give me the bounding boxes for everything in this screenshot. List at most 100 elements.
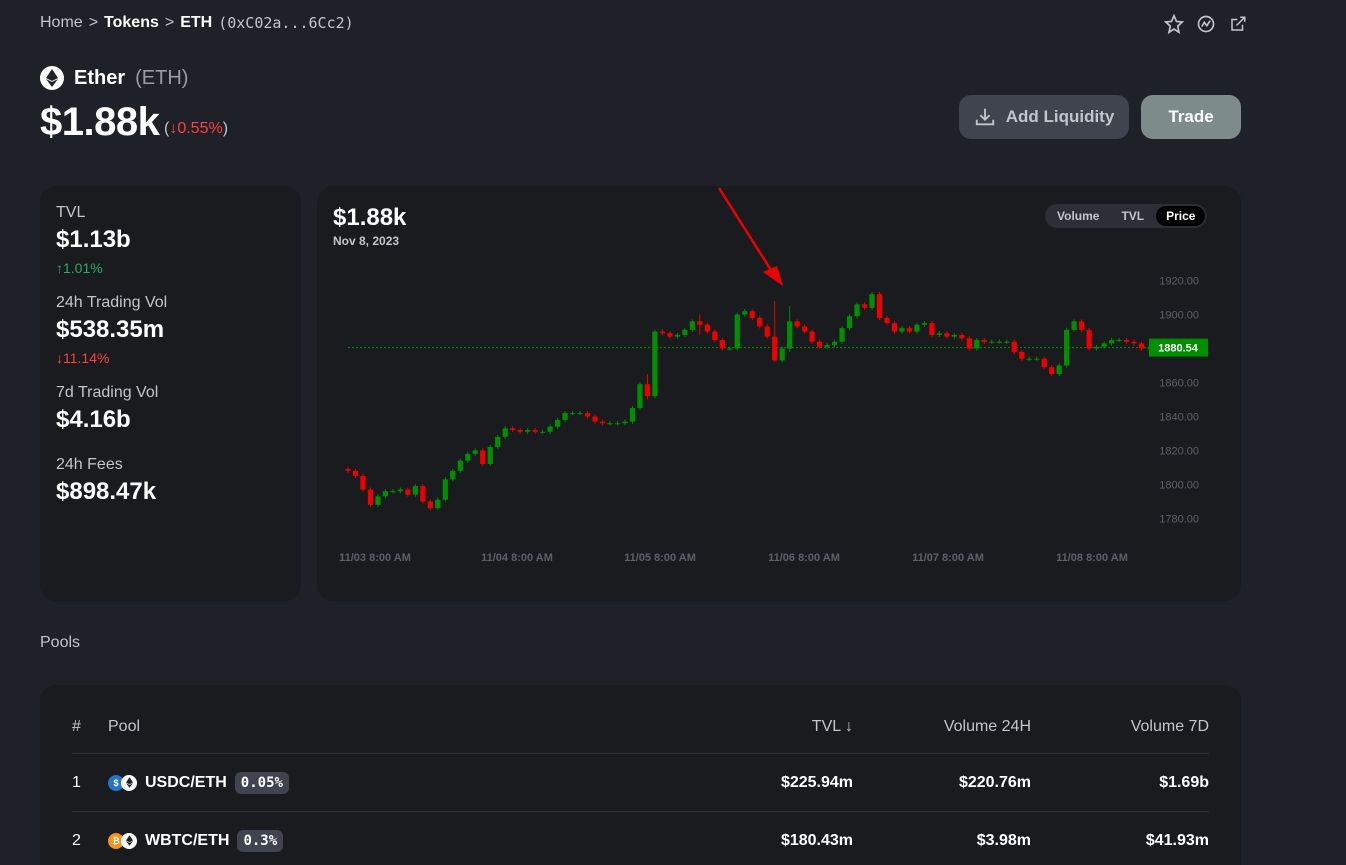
col-num: # — [72, 718, 81, 735]
candle-body — [375, 496, 381, 505]
candle-body — [427, 501, 433, 509]
paren-close: ) — [222, 120, 229, 137]
col-tvl-sort[interactable]: TVL ↓ — [811, 718, 853, 735]
annotation-arrow-shaft — [717, 187, 778, 279]
candle-body — [674, 334, 681, 337]
external-link-icon[interactable] — [1228, 14, 1248, 34]
table-row[interactable]: 1 $ USDC/ETH 0.05% $225.94m $220.76m $1.… — [72, 753, 1209, 811]
row-num: 1 — [72, 773, 81, 791]
breadcrumb-separator: > — [88, 14, 99, 31]
candle-body — [779, 348, 785, 361]
candle-body — [1011, 341, 1017, 352]
candle-body — [891, 323, 898, 332]
candle-body — [502, 428, 508, 437]
trade-button[interactable]: Trade — [1141, 95, 1241, 139]
table-row[interactable]: 2 ₿ WBTC/ETH 0.3% $180.43m $3.98m $41.93… — [72, 811, 1209, 865]
toggle-price[interactable]: Price — [1156, 206, 1206, 226]
breadcrumb-home[interactable]: Home — [40, 14, 83, 31]
candle-body — [966, 338, 972, 349]
candle-body — [629, 407, 636, 422]
candle-body — [689, 321, 695, 330]
x-tick-label: 11/03 8:00 AM — [339, 552, 411, 564]
current-price-label: 1880.54 — [1158, 343, 1199, 355]
chart-date: Nov 8, 2023 — [333, 234, 400, 248]
candle-body — [1101, 343, 1107, 347]
candle-body — [487, 447, 493, 465]
y-tick-label: 1900.00 — [1159, 310, 1199, 322]
candle-body — [652, 331, 658, 397]
candle-body — [382, 491, 389, 497]
candle-body — [644, 384, 651, 397]
candle-body — [996, 341, 1002, 343]
fee-badge: 0.05% — [234, 771, 289, 794]
toggle-tvl[interactable]: TVL — [1121, 209, 1145, 223]
candle-body — [1019, 351, 1025, 359]
down-arrow-icon: ↓ — [169, 120, 178, 137]
candle-body — [1026, 358, 1032, 360]
candle-body — [757, 317, 763, 327]
candle-body — [816, 341, 823, 347]
row-pool: $ USDC/ETH 0.05% — [108, 771, 703, 794]
candle-body — [824, 345, 830, 347]
candlestick-chart[interactable]: 1920.001900.001880.001860.001840.001820.… — [317, 186, 1241, 601]
stat-value: $1.13b — [56, 226, 131, 253]
eth-logo-icon — [121, 774, 137, 791]
candle-body — [599, 421, 606, 424]
candle-body — [637, 384, 643, 408]
pair-logos: ₿ — [108, 832, 137, 849]
token-address[interactable]: (0xC02a...6Cc2) — [218, 14, 354, 32]
candle-body — [510, 428, 516, 431]
candle-body — [914, 324, 920, 332]
y-tick-label: 1840.00 — [1159, 411, 1199, 423]
candle-body — [719, 340, 725, 349]
candle-body — [412, 486, 418, 495]
candle-body — [345, 469, 351, 471]
candle-body — [1108, 340, 1115, 344]
candle-body — [884, 317, 890, 324]
candle-body — [592, 416, 598, 422]
candle-body — [951, 334, 957, 337]
coinmarketcap-icon[interactable] — [1196, 14, 1216, 34]
col-vol24[interactable]: Volume 24H — [943, 718, 1031, 735]
candle-body — [704, 324, 710, 332]
candle-body — [472, 450, 478, 454]
candle-body — [1041, 358, 1047, 368]
candle-body — [1049, 367, 1055, 375]
stat-value: $538.35m — [56, 316, 165, 343]
candle-body — [1034, 358, 1040, 360]
candle-body — [749, 311, 755, 318]
trade-label: Trade — [1168, 107, 1214, 126]
candle-body — [450, 470, 456, 480]
candle-body — [1093, 346, 1100, 349]
candle-body — [1071, 321, 1077, 330]
add-liquidity-button[interactable]: Add Liquidity — [959, 95, 1129, 139]
stats-card: TVL $1.13b ↑1.01% 24h Trading Vol $538.3… — [40, 186, 301, 601]
toggle-volume[interactable]: Volume — [1057, 209, 1100, 223]
candle-body — [712, 331, 718, 341]
chart-price: $1.88k — [333, 204, 407, 231]
price-change-value: 0.55% — [177, 120, 223, 137]
candle-body — [495, 436, 501, 448]
row-vol24: $220.76m — [958, 773, 1031, 791]
col-pool: Pool — [108, 718, 141, 735]
candle-body — [906, 328, 913, 332]
x-tick-label: 11/06 8:00 AM — [768, 552, 840, 564]
y-tick-label: 1820.00 — [1159, 445, 1199, 457]
candle-body — [846, 316, 853, 329]
breadcrumb-token: ETH — [180, 14, 213, 31]
eth-logo-icon — [121, 832, 137, 849]
candle-body — [607, 423, 613, 425]
candle-body — [569, 413, 576, 415]
col-vol7[interactable]: Volume 7D — [1130, 718, 1209, 735]
y-tick-label: 1920.00 — [1159, 276, 1199, 288]
candle-body — [899, 328, 905, 332]
breadcrumb-tokens[interactable]: Tokens — [104, 14, 159, 31]
candle-body — [659, 331, 666, 334]
stat-change: ↓11.14% — [56, 350, 110, 366]
candle-body — [577, 413, 583, 415]
candle-body — [682, 329, 688, 335]
star-icon[interactable] — [1164, 14, 1184, 34]
y-tick-label: 1780.00 — [1159, 513, 1199, 525]
stat-label: 24h Trading Vol — [56, 294, 168, 311]
stat-24h-fees: 24h Fees $898.47k — [56, 456, 285, 506]
